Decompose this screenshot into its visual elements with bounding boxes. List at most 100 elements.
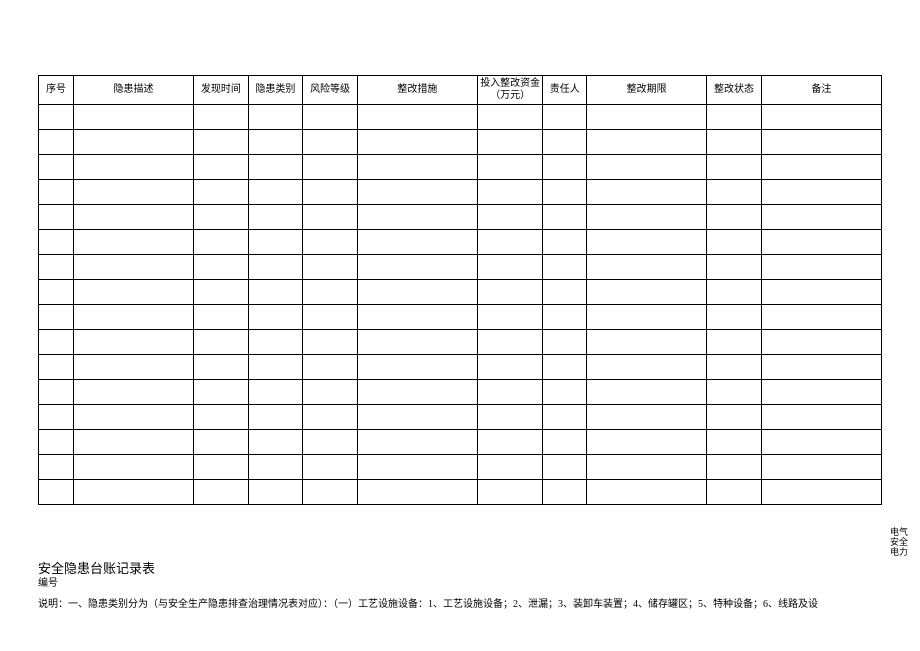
table-cell — [357, 155, 477, 180]
table-cell — [303, 130, 358, 155]
table-cell — [39, 380, 74, 405]
table-header-cell: 发现时间 — [194, 76, 249, 105]
table-cell — [248, 280, 303, 305]
table-cell — [248, 105, 303, 130]
table-cell — [587, 255, 707, 280]
table-cell — [73, 130, 193, 155]
table-cell — [357, 280, 477, 305]
table-cell — [248, 255, 303, 280]
table-cell — [194, 255, 249, 280]
table-cell — [303, 155, 358, 180]
table-cell — [707, 405, 762, 430]
table-row — [39, 180, 882, 205]
table-cell — [543, 330, 587, 355]
table-cell — [248, 355, 303, 380]
table-cell — [357, 130, 477, 155]
table-cell — [303, 280, 358, 305]
form-number-label: 编号 — [38, 574, 58, 589]
table-cell — [303, 405, 358, 430]
table-cell — [194, 405, 249, 430]
table-cell — [477, 230, 543, 255]
table-cell — [248, 130, 303, 155]
table-cell — [477, 180, 543, 205]
table-cell — [73, 105, 193, 130]
table-cell — [73, 405, 193, 430]
table-cell — [477, 430, 543, 455]
table-cell — [39, 280, 74, 305]
table-cell — [587, 480, 707, 505]
table-cell — [477, 255, 543, 280]
table-cell — [303, 180, 358, 205]
table-cell — [761, 280, 881, 305]
table-header-cell: 风险等级 — [303, 76, 358, 105]
table-cell — [39, 230, 74, 255]
table-header-cell: 责任人 — [543, 76, 587, 105]
table-cell — [248, 230, 303, 255]
table-cell — [248, 180, 303, 205]
table-cell — [357, 405, 477, 430]
table-cell — [303, 430, 358, 455]
table-cell — [543, 305, 587, 330]
table-cell — [587, 455, 707, 480]
table-row — [39, 130, 882, 155]
table-cell — [39, 455, 74, 480]
table-cell — [587, 155, 707, 180]
table-cell — [543, 405, 587, 430]
table-cell — [761, 180, 881, 205]
table-header-cell: 备注 — [761, 76, 881, 105]
table-cell — [303, 330, 358, 355]
table-cell — [707, 155, 762, 180]
table-cell — [587, 380, 707, 405]
table-row — [39, 455, 882, 480]
table-cell — [194, 480, 249, 505]
table-cell — [39, 305, 74, 330]
table-cell — [248, 380, 303, 405]
hazard-ledger-table: 序号隐患描述发现时间隐患类别风险等级整改措施投入整改资金（万元）责任人整改期限整… — [38, 75, 882, 505]
table-cell — [303, 205, 358, 230]
table-cell — [477, 105, 543, 130]
table-cell — [587, 230, 707, 255]
table-cell — [707, 280, 762, 305]
table-cell — [587, 430, 707, 455]
table-cell — [357, 455, 477, 480]
table-cell — [357, 430, 477, 455]
table-cell — [477, 205, 543, 230]
table-cell — [761, 480, 881, 505]
table-cell — [73, 330, 193, 355]
table-cell — [587, 330, 707, 355]
table-cell — [761, 130, 881, 155]
table-row — [39, 405, 882, 430]
table-cell — [357, 330, 477, 355]
table-cell — [73, 305, 193, 330]
table-cell — [303, 480, 358, 505]
table-cell — [39, 105, 74, 130]
table-cell — [39, 155, 74, 180]
side-note-line: 电力 — [890, 548, 908, 558]
table-cell — [707, 205, 762, 230]
table-cell — [39, 480, 74, 505]
table-cell — [587, 280, 707, 305]
table-cell — [39, 205, 74, 230]
table-cell — [248, 330, 303, 355]
table-cell — [248, 455, 303, 480]
table-cell — [194, 305, 249, 330]
table-cell — [707, 105, 762, 130]
table-cell — [587, 355, 707, 380]
table-cell — [73, 230, 193, 255]
table-cell — [357, 355, 477, 380]
table-cell — [357, 105, 477, 130]
table-cell — [194, 330, 249, 355]
table-cell — [477, 455, 543, 480]
table-cell — [248, 305, 303, 330]
table-cell — [543, 205, 587, 230]
table-cell — [194, 105, 249, 130]
table-cell — [707, 330, 762, 355]
table-cell — [761, 205, 881, 230]
table-cell — [761, 405, 881, 430]
table-cell — [587, 105, 707, 130]
table-cell — [477, 305, 543, 330]
table-cell — [194, 155, 249, 180]
table-cell — [707, 180, 762, 205]
table-cell — [543, 255, 587, 280]
table-cell — [357, 480, 477, 505]
